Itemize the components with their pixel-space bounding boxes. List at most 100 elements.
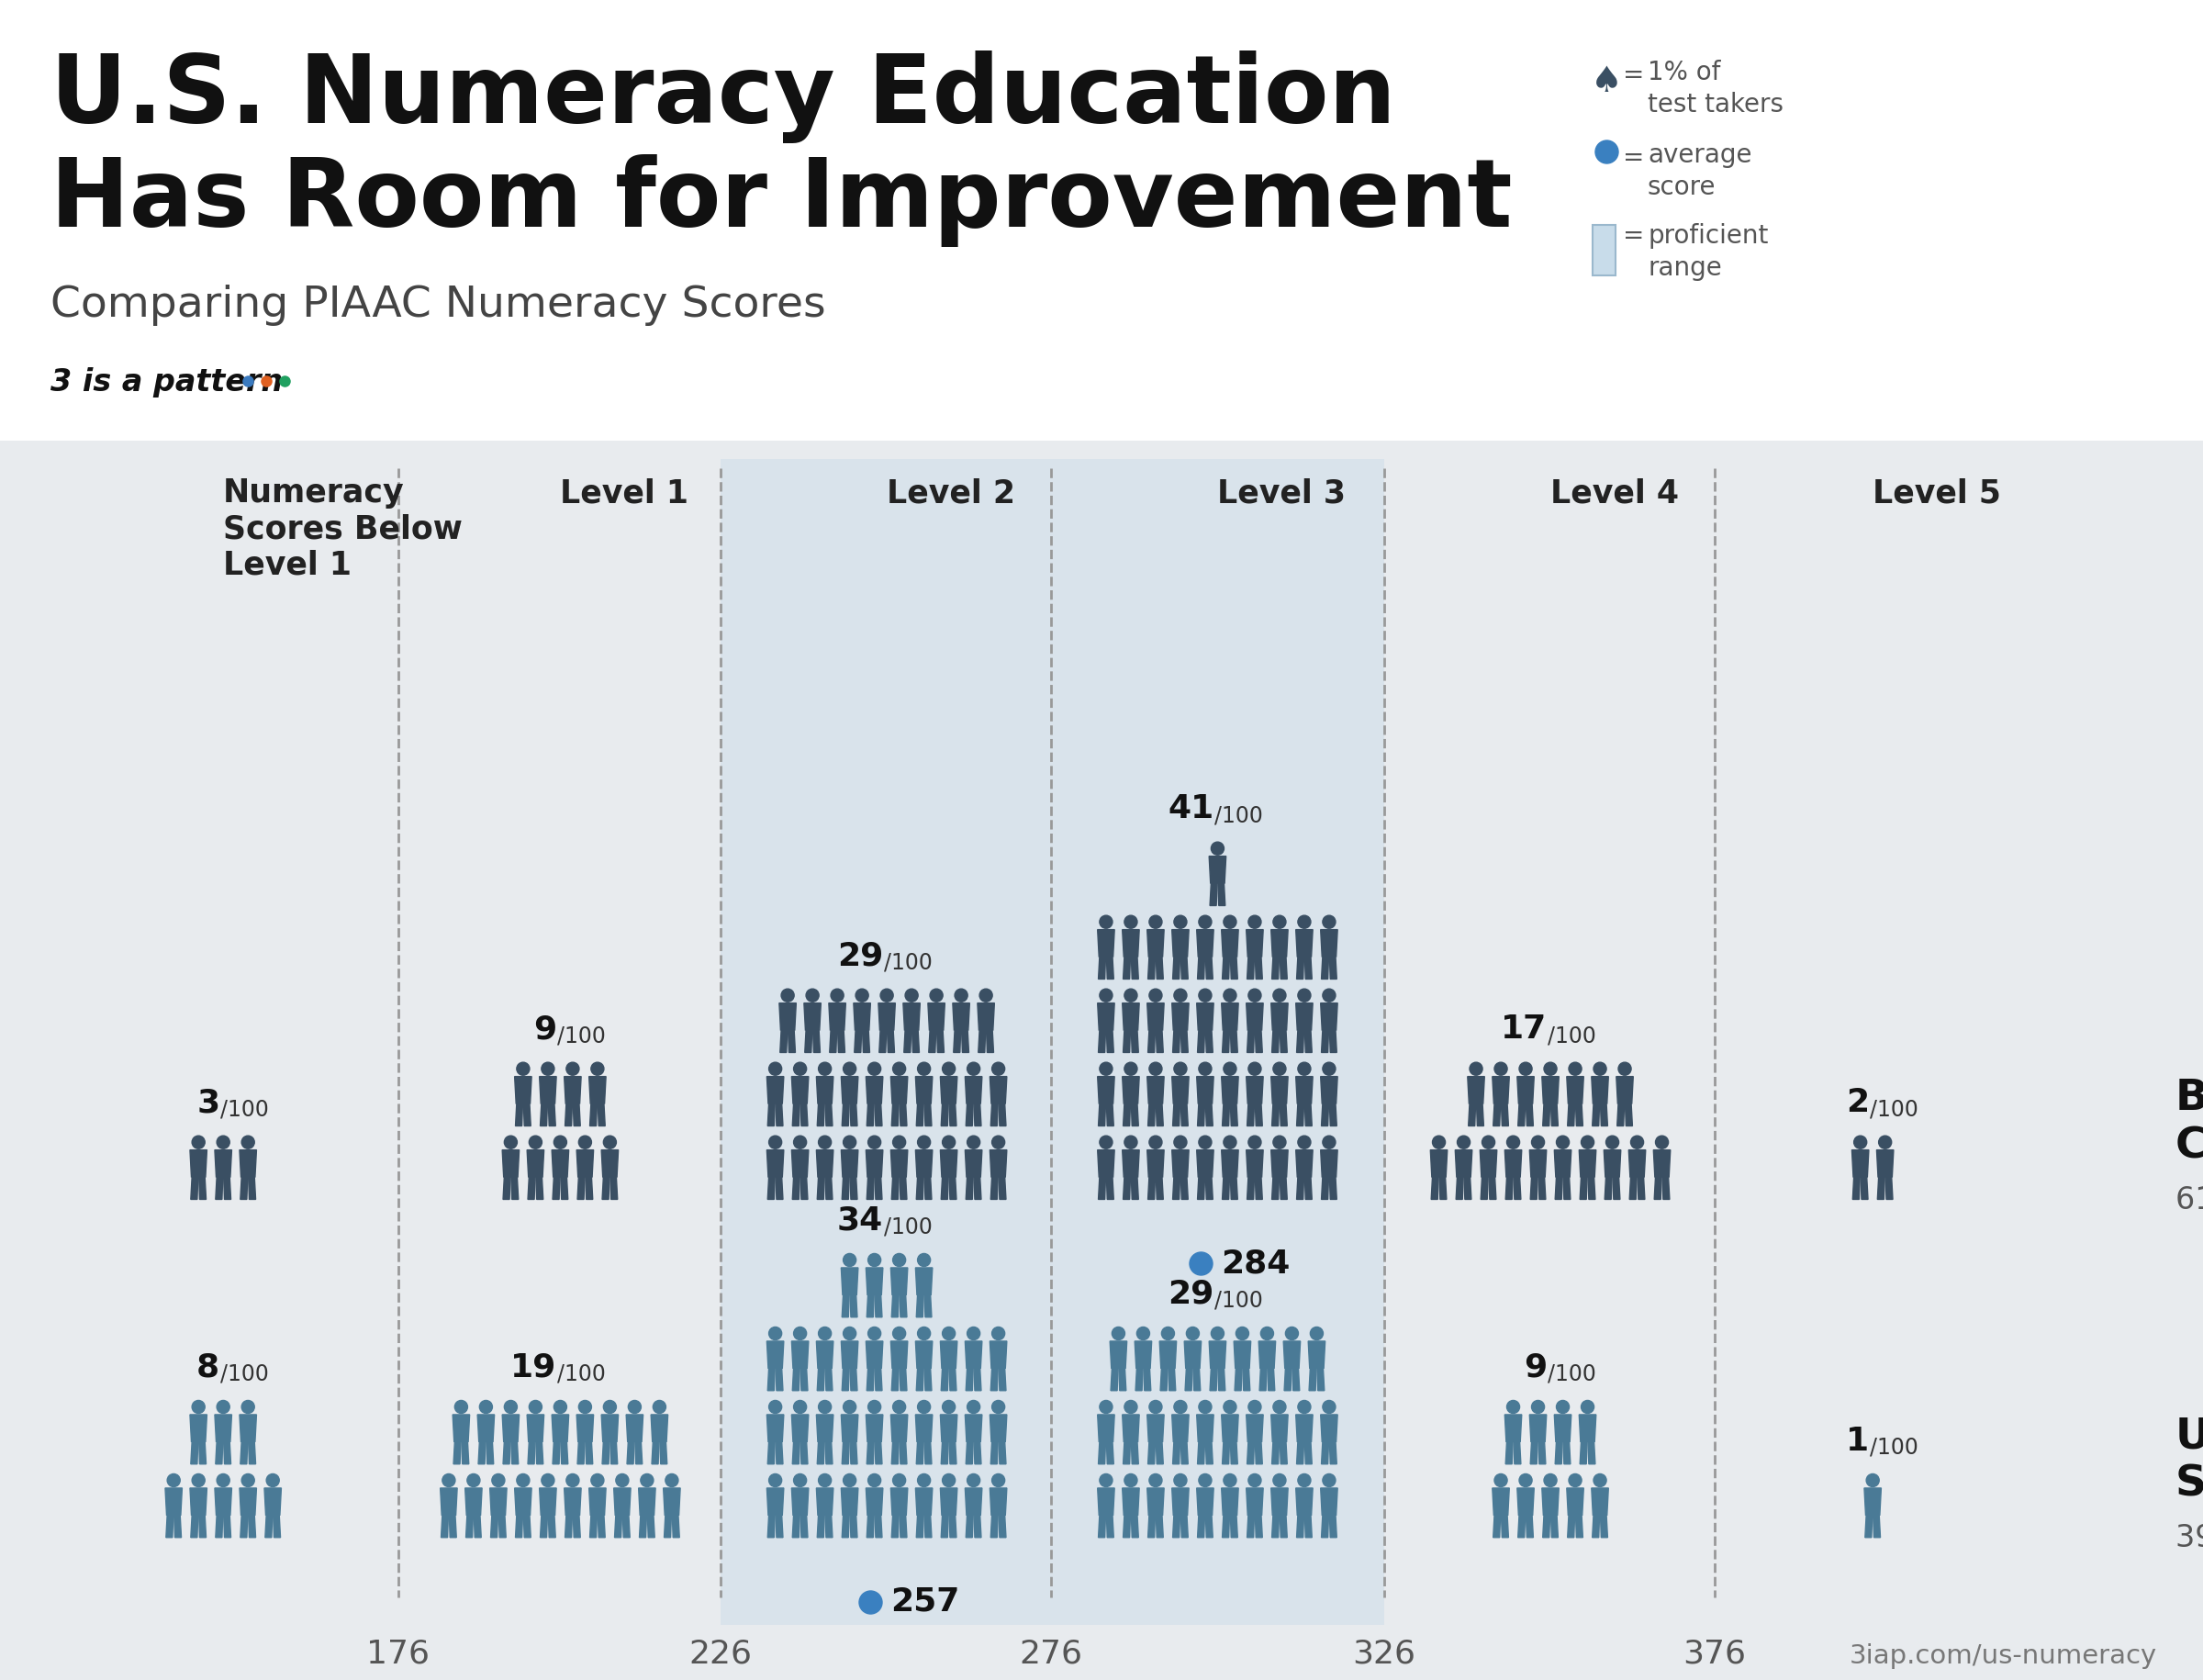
Polygon shape <box>767 1441 775 1463</box>
Polygon shape <box>626 1415 643 1441</box>
Circle shape <box>1469 1062 1483 1075</box>
Circle shape <box>1273 1136 1287 1149</box>
Polygon shape <box>1172 1030 1181 1052</box>
Polygon shape <box>1234 1341 1251 1368</box>
Polygon shape <box>1124 1515 1130 1537</box>
Circle shape <box>892 1473 905 1487</box>
Polygon shape <box>892 1515 899 1537</box>
Polygon shape <box>1480 1178 1487 1200</box>
Polygon shape <box>1432 1178 1439 1200</box>
Circle shape <box>967 1136 980 1149</box>
Polygon shape <box>1320 1488 1337 1515</box>
Polygon shape <box>842 1149 859 1178</box>
Text: 61% proficient: 61% proficient <box>2177 1184 2203 1215</box>
Polygon shape <box>1220 1415 1238 1441</box>
Text: ♠: ♠ <box>1591 64 1621 99</box>
Circle shape <box>892 1062 905 1075</box>
Polygon shape <box>1298 1441 1304 1463</box>
Polygon shape <box>1304 1441 1313 1463</box>
Polygon shape <box>879 1030 886 1052</box>
Polygon shape <box>793 1441 800 1463</box>
Polygon shape <box>615 1488 630 1515</box>
Circle shape <box>504 1136 518 1149</box>
Polygon shape <box>1220 929 1238 956</box>
Polygon shape <box>941 1077 958 1104</box>
Polygon shape <box>930 1030 936 1052</box>
Circle shape <box>916 1327 930 1341</box>
Polygon shape <box>949 1441 956 1463</box>
Polygon shape <box>1223 1104 1229 1126</box>
Polygon shape <box>1862 1178 1868 1200</box>
Polygon shape <box>502 1149 520 1178</box>
Polygon shape <box>941 1368 947 1391</box>
Polygon shape <box>804 1030 813 1052</box>
Text: /100: /100 <box>883 1216 932 1238</box>
Polygon shape <box>650 1415 668 1441</box>
Circle shape <box>769 1401 782 1413</box>
Polygon shape <box>1542 1104 1551 1126</box>
Text: =: = <box>1624 62 1643 87</box>
Circle shape <box>1212 1327 1225 1341</box>
Text: 9: 9 <box>533 1015 557 1045</box>
Polygon shape <box>1476 1104 1485 1126</box>
Polygon shape <box>1198 1104 1205 1126</box>
Polygon shape <box>974 1441 980 1463</box>
Polygon shape <box>1124 1178 1130 1200</box>
Text: 41: 41 <box>1168 793 1214 825</box>
Polygon shape <box>1564 1441 1571 1463</box>
Polygon shape <box>610 1441 617 1463</box>
Polygon shape <box>941 1441 947 1463</box>
Polygon shape <box>1110 1368 1117 1391</box>
Polygon shape <box>850 1104 857 1126</box>
Polygon shape <box>474 1515 480 1537</box>
Circle shape <box>1223 916 1236 929</box>
Polygon shape <box>965 1368 974 1391</box>
Polygon shape <box>524 1515 531 1537</box>
Polygon shape <box>1518 1077 1533 1104</box>
Polygon shape <box>1538 1178 1547 1200</box>
Polygon shape <box>1106 1030 1115 1052</box>
Polygon shape <box>540 1077 557 1104</box>
Circle shape <box>1150 1062 1161 1075</box>
Polygon shape <box>890 1268 908 1295</box>
Polygon shape <box>663 1488 681 1515</box>
Polygon shape <box>916 1441 923 1463</box>
Circle shape <box>1099 1062 1113 1075</box>
Polygon shape <box>511 1178 518 1200</box>
Polygon shape <box>1853 1149 1868 1178</box>
Circle shape <box>980 990 991 1001</box>
Polygon shape <box>214 1149 231 1178</box>
Polygon shape <box>1320 1415 1337 1441</box>
Polygon shape <box>1593 1104 1599 1126</box>
Polygon shape <box>789 1030 795 1052</box>
Text: Level 3: Level 3 <box>1218 477 1346 509</box>
Polygon shape <box>1121 929 1139 956</box>
Circle shape <box>769 1062 782 1075</box>
Polygon shape <box>1229 956 1238 979</box>
Polygon shape <box>978 1030 985 1052</box>
Circle shape <box>1099 1136 1113 1149</box>
Polygon shape <box>165 1515 174 1537</box>
Circle shape <box>518 1473 529 1487</box>
Polygon shape <box>1172 956 1181 979</box>
Polygon shape <box>866 1178 875 1200</box>
Polygon shape <box>1298 1515 1304 1537</box>
Text: /100: /100 <box>1549 1362 1597 1384</box>
Circle shape <box>1322 1062 1335 1075</box>
Polygon shape <box>875 1104 881 1126</box>
Circle shape <box>1630 1136 1643 1149</box>
Text: 1% of
test takers: 1% of test takers <box>1648 60 1784 118</box>
Polygon shape <box>1527 1104 1533 1126</box>
Polygon shape <box>965 1178 974 1200</box>
Circle shape <box>1507 1401 1520 1413</box>
Polygon shape <box>817 1341 833 1368</box>
Polygon shape <box>1626 1104 1632 1126</box>
Polygon shape <box>1328 1515 1337 1537</box>
Circle shape <box>1150 1473 1161 1487</box>
Circle shape <box>806 990 820 1001</box>
Polygon shape <box>573 1104 579 1126</box>
Circle shape <box>844 1473 857 1487</box>
Text: average
score: average score <box>1648 143 1751 200</box>
Circle shape <box>817 1136 831 1149</box>
Text: U.S. Numeracy Education
Has Room for Improvement: U.S. Numeracy Education Has Room for Imp… <box>51 50 1511 247</box>
